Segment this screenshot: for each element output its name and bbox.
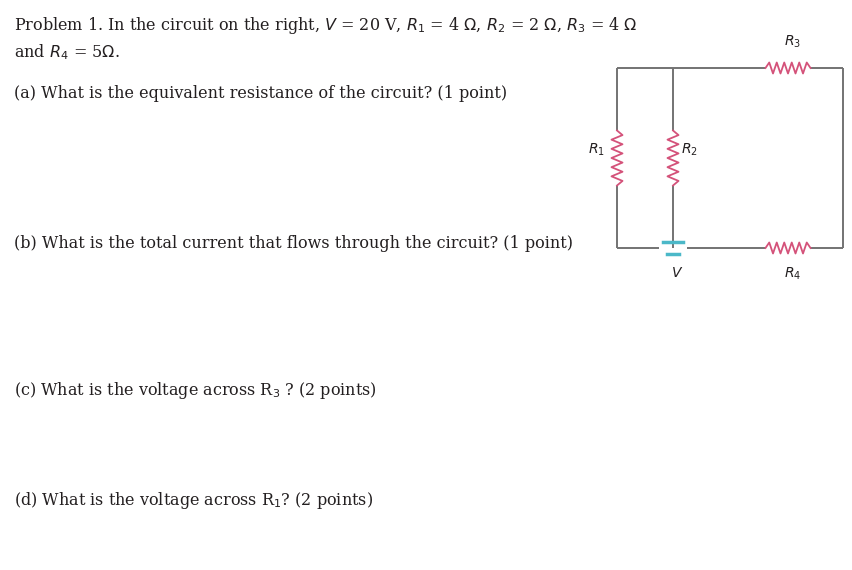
Text: (b) What is the total current that flows through the circuit? (1 point): (b) What is the total current that flows… xyxy=(14,235,573,252)
Text: $R_3$: $R_3$ xyxy=(784,34,801,50)
Text: (a) What is the equivalent resistance of the circuit? (1 point): (a) What is the equivalent resistance of… xyxy=(14,85,507,102)
Text: (c) What is the voltage across R$_3$ ? (2 points): (c) What is the voltage across R$_3$ ? (… xyxy=(14,380,377,401)
Text: and $\it{R}$$_4$ = 5$\Omega$.: and $\it{R}$$_4$ = 5$\Omega$. xyxy=(14,42,119,62)
Text: Problem 1. In the circuit on the right, $\it{V}$ = 20 V, $\it{R}$$_1$ = 4 $\Omeg: Problem 1. In the circuit on the right, … xyxy=(14,15,636,36)
Text: $R_2$: $R_2$ xyxy=(680,142,697,158)
Text: $R_4$: $R_4$ xyxy=(784,266,801,282)
Text: $V$: $V$ xyxy=(670,266,682,280)
Text: $R_1$: $R_1$ xyxy=(587,142,604,158)
Text: (d) What is the voltage across R$_1$? (2 points): (d) What is the voltage across R$_1$? (2… xyxy=(14,490,372,511)
